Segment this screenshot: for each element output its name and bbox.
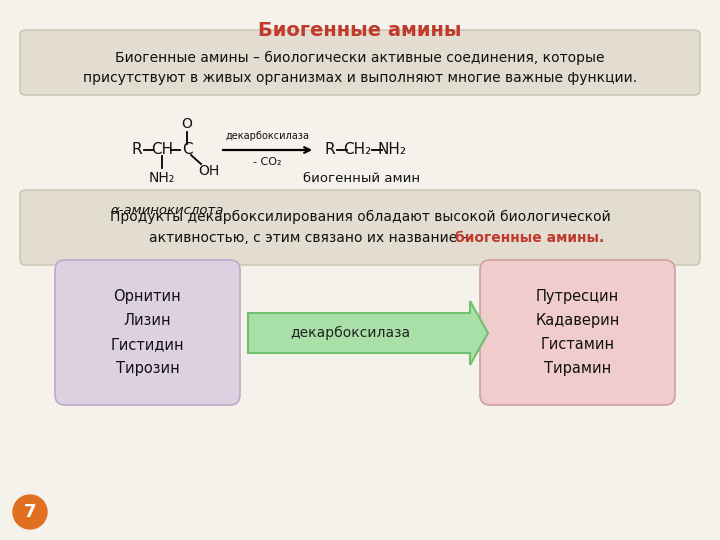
Text: биогенный амин: биогенный амин	[303, 172, 420, 185]
Text: Орнитин: Орнитин	[114, 289, 181, 304]
Text: Продукты декарбоксилирования обладают высокой биологической: Продукты декарбоксилирования обладают вы…	[109, 210, 611, 224]
Circle shape	[13, 495, 47, 529]
FancyBboxPatch shape	[20, 30, 700, 95]
Text: CH₂: CH₂	[343, 143, 371, 158]
Text: декарбоксилаза: декарбоксилаза	[225, 131, 310, 141]
Text: R: R	[325, 143, 336, 158]
FancyBboxPatch shape	[55, 260, 240, 405]
Polygon shape	[248, 301, 488, 365]
Text: Тирамин: Тирамин	[544, 361, 611, 376]
Text: биогенные амины.: биогенные амины.	[455, 231, 605, 245]
Text: O: O	[181, 117, 192, 131]
Text: CH: CH	[151, 143, 173, 158]
Text: Гистамин: Гистамин	[541, 337, 615, 352]
Text: Лизин: Лизин	[124, 313, 171, 328]
Text: Биогенные амины – биологически активные соединения, которые: Биогенные амины – биологически активные …	[115, 51, 605, 65]
Text: 7: 7	[24, 503, 36, 521]
Text: декарбоксилаза: декарбоксилаза	[290, 326, 410, 340]
Text: OH: OH	[199, 164, 220, 178]
FancyBboxPatch shape	[480, 260, 675, 405]
Text: - CO₂: - CO₂	[253, 157, 282, 167]
Text: C: C	[181, 143, 192, 158]
Text: Гистидин: Гистидин	[111, 337, 184, 352]
Text: активностью, с этим связано их название -: активностью, с этим связано их название …	[149, 231, 471, 245]
FancyBboxPatch shape	[20, 190, 700, 265]
Text: Тирозин: Тирозин	[116, 361, 179, 376]
Text: R: R	[132, 143, 143, 158]
Text: Биогенные амины: Биогенные амины	[258, 21, 462, 39]
Text: NH₂: NH₂	[149, 171, 175, 185]
Text: присутствуют в живых организмах и выполняют многие важные функции.: присутствуют в живых организмах и выполн…	[83, 71, 637, 85]
Text: NH₂: NH₂	[377, 143, 407, 158]
Text: Путресцин: Путресцин	[536, 289, 619, 304]
Text: Кадаверин: Кадаверин	[535, 313, 620, 328]
Text: α-аминокислота: α-аминокислота	[110, 204, 224, 217]
